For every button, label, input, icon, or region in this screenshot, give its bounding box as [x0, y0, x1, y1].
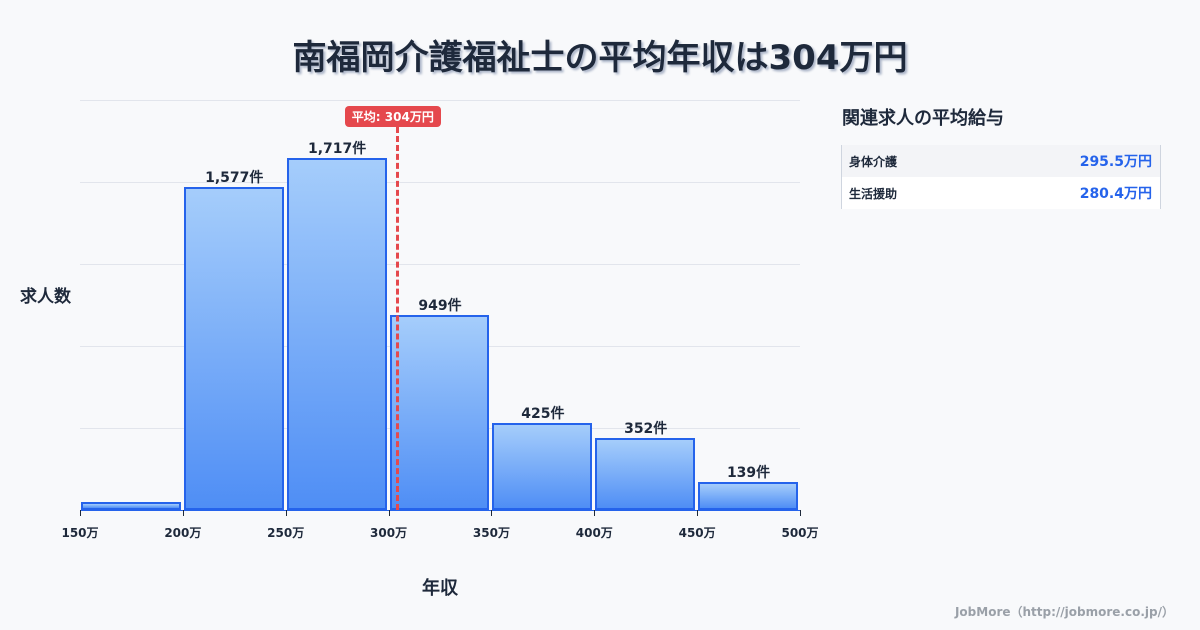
x-tick-label: 400万	[575, 526, 613, 540]
related-salary-title: 関連求人の平均給与	[842, 108, 1004, 129]
bar-value-label: 139件	[726, 464, 771, 481]
x-tick-label: 350万	[472, 526, 510, 540]
chart-title: 南福岡介護福祉士の平均年収は304万円	[292, 38, 908, 78]
gridline	[80, 100, 800, 101]
x-tick	[491, 510, 493, 516]
x-tick-label: 150万	[61, 526, 99, 540]
job-name: 身体介護	[849, 154, 898, 169]
bar-value-label: 425件	[521, 405, 565, 422]
mean-line	[395, 127, 399, 510]
bar-value-label: 1,577件	[205, 169, 264, 186]
bar-value-label: 949件	[418, 298, 462, 315]
y-axis-label: 求人数	[20, 287, 71, 307]
histogram-bar	[81, 502, 181, 510]
related-salary-row: 生活援助 280.4万円	[842, 177, 1160, 209]
x-tick-label: 500万	[781, 526, 819, 540]
mean-badge: 平均: 304万円	[344, 106, 441, 127]
gridline	[80, 182, 800, 183]
x-tick-label: 300万	[370, 526, 408, 540]
histogram-bar	[389, 315, 490, 510]
x-tick	[594, 510, 596, 516]
x-tick	[800, 510, 801, 516]
job-salary: 280.4万円	[1079, 186, 1152, 202]
x-tick-label: 250万	[267, 526, 305, 540]
bar-value-label: 352件	[624, 420, 668, 437]
x-tick	[285, 510, 287, 516]
x-tick	[80, 510, 81, 516]
histogram-bar	[595, 437, 696, 510]
plot-area: 1,577件 1,717件 949件 425件 352件 139件	[80, 100, 800, 510]
histogram-bar	[286, 158, 387, 510]
x-tick	[182, 510, 184, 516]
gridline	[80, 264, 800, 265]
histogram-bar	[698, 481, 798, 510]
x-axis-label: 年収	[422, 578, 458, 599]
footer-credit: JobMore（http://jobmore.co.jp/）	[954, 605, 1174, 619]
x-tick	[697, 510, 699, 516]
related-salary-row: 身体介護 295.5万円	[842, 145, 1160, 177]
x-tick-label: 450万	[678, 526, 716, 540]
x-tick-label: 200万	[164, 526, 202, 540]
x-tick	[388, 510, 390, 516]
histogram-bar	[183, 186, 284, 510]
bar-value-label: 1,717件	[307, 141, 367, 157]
job-salary: 295.5万円	[1079, 154, 1152, 170]
job-name: 生活援助	[849, 186, 898, 201]
related-salary-table: 身体介護 295.5万円 生活援助 280.4万円	[841, 145, 1161, 209]
histogram-bar	[492, 422, 593, 510]
x-axis-line	[80, 510, 800, 511]
